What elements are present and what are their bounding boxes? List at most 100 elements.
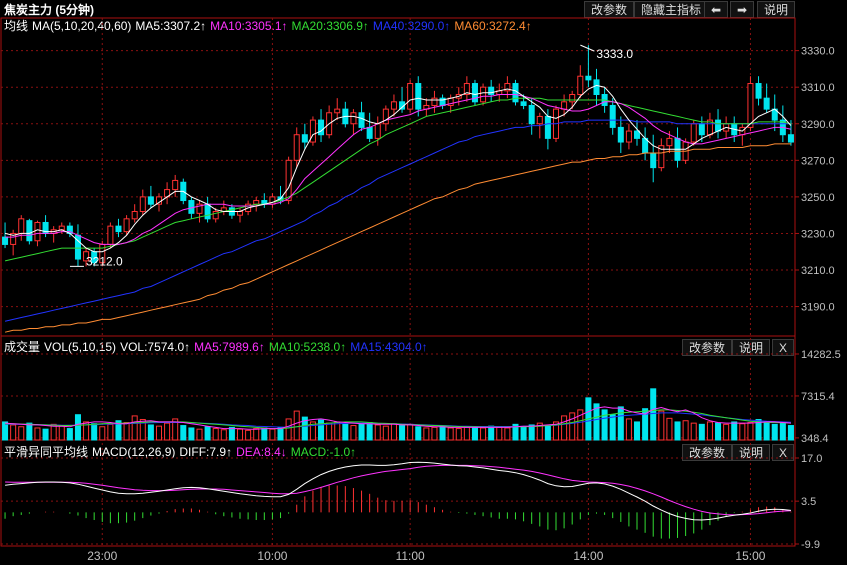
ma5-legend: MA5:3307.2↑ xyxy=(135,19,207,33)
volume-bar xyxy=(382,425,389,441)
volume-bar xyxy=(342,423,349,441)
volume-bar xyxy=(674,421,681,441)
candle-body xyxy=(318,119,325,136)
candle-body xyxy=(83,251,90,262)
candle-body xyxy=(577,75,584,96)
volume-bar xyxy=(326,422,333,441)
candle-body xyxy=(763,97,770,110)
candle-body xyxy=(787,134,794,143)
candle-body xyxy=(536,115,543,125)
volume-bar xyxy=(520,426,527,441)
volume-bar xyxy=(415,426,422,441)
vol-legend-params: VOL(5,10,15) xyxy=(44,340,117,354)
candle-body xyxy=(293,134,300,161)
vol-params-button[interactable]: 改参数 xyxy=(682,339,733,356)
volume-bar xyxy=(561,415,568,441)
volume-bar xyxy=(115,420,122,441)
volume-bar xyxy=(399,425,406,441)
volume-bar xyxy=(552,421,560,441)
volume-bar xyxy=(577,409,584,441)
volume-bar xyxy=(488,425,495,441)
macd-help-button[interactable]: 说明 xyxy=(732,444,771,461)
macd-params-button[interactable]: 改参数 xyxy=(682,444,733,461)
volume-bar xyxy=(755,419,762,441)
candle-body xyxy=(10,232,17,245)
ma-legend-params: MA(5,10,20,40,60) xyxy=(32,19,132,33)
price-y-tick-label: 3250.0 xyxy=(801,192,835,204)
ma20-legend: MA20:3306.9↑ xyxy=(291,19,369,33)
volume-bar xyxy=(715,422,722,441)
volume-bar xyxy=(423,427,430,441)
volume-bar xyxy=(682,420,689,441)
candle-body xyxy=(471,83,478,103)
volume-bar xyxy=(787,425,794,441)
candle-body xyxy=(196,203,203,214)
candle-body xyxy=(520,101,527,106)
dea-legend: DEA:8.4↓ xyxy=(236,445,287,459)
volume-y-tick-label: 348.4 xyxy=(801,433,829,445)
volume-bar xyxy=(739,423,746,441)
volume-bar xyxy=(512,423,519,441)
volume-bar xyxy=(763,421,770,441)
volume-bar xyxy=(731,421,738,441)
volume-bar xyxy=(318,419,325,441)
volume-bar xyxy=(723,423,730,441)
volume-bar xyxy=(601,409,608,441)
volume-bar xyxy=(455,428,462,441)
candle-body xyxy=(26,220,33,242)
candle-body xyxy=(544,115,551,139)
volume-bar xyxy=(34,427,41,441)
volume-bar xyxy=(747,422,754,441)
candle-body xyxy=(374,123,381,139)
high-price-pointer xyxy=(580,44,595,52)
volume-bar xyxy=(83,421,90,441)
candle-body xyxy=(131,211,138,220)
volume-bar xyxy=(180,425,187,441)
volume-bar xyxy=(66,428,73,441)
vol-help-button[interactable]: 说明 xyxy=(732,339,771,356)
candle-body xyxy=(147,196,154,205)
volume-bar xyxy=(698,423,705,441)
volume-bar xyxy=(463,426,470,441)
ma60-line xyxy=(4,143,791,333)
volume-bar xyxy=(771,423,778,441)
candle-body xyxy=(382,108,389,125)
macd-chart xyxy=(4,461,792,539)
ma5-line xyxy=(4,84,792,253)
high-price-label: 3333.0 xyxy=(596,47,633,61)
candle-body xyxy=(690,123,697,143)
volume-bar xyxy=(569,412,576,441)
candle-body xyxy=(747,83,754,128)
candle-body xyxy=(585,75,592,81)
candlesticks xyxy=(2,45,794,267)
macd-legend-params: MACD(12,26,9) xyxy=(92,445,176,459)
volume-bar xyxy=(480,427,487,441)
vol-legend-name: 成交量 xyxy=(4,340,41,354)
vol-close-button[interactable]: X xyxy=(772,339,795,356)
macd-close-button[interactable]: X xyxy=(772,444,795,461)
x-tick-label: 10:00 xyxy=(257,549,287,563)
volume-bar xyxy=(228,426,235,441)
macd-y-tick-label: 17.0 xyxy=(801,453,822,465)
volume-bar xyxy=(293,410,300,441)
volume-bar xyxy=(642,408,649,441)
volume-bar xyxy=(172,418,179,441)
candle-body xyxy=(212,211,219,220)
vol-ma5-line xyxy=(5,406,791,430)
vol-ma5-legend: MA5:7989.6↑ xyxy=(194,340,265,354)
x-tick-label: 14:00 xyxy=(573,549,603,563)
candle-body xyxy=(253,200,260,205)
candle-body xyxy=(301,134,308,143)
candle-body xyxy=(715,119,722,132)
volume-bar xyxy=(301,416,308,441)
candle-body xyxy=(528,104,535,125)
diff-line xyxy=(5,461,791,521)
vol-ma10-line xyxy=(5,409,791,430)
candle-body xyxy=(698,123,705,136)
candle-body xyxy=(2,236,9,245)
candle-body xyxy=(172,179,179,191)
volume-bar xyxy=(147,424,154,441)
candle-body xyxy=(625,130,632,143)
diff-legend: DIFF:7.9↑ xyxy=(179,445,233,459)
